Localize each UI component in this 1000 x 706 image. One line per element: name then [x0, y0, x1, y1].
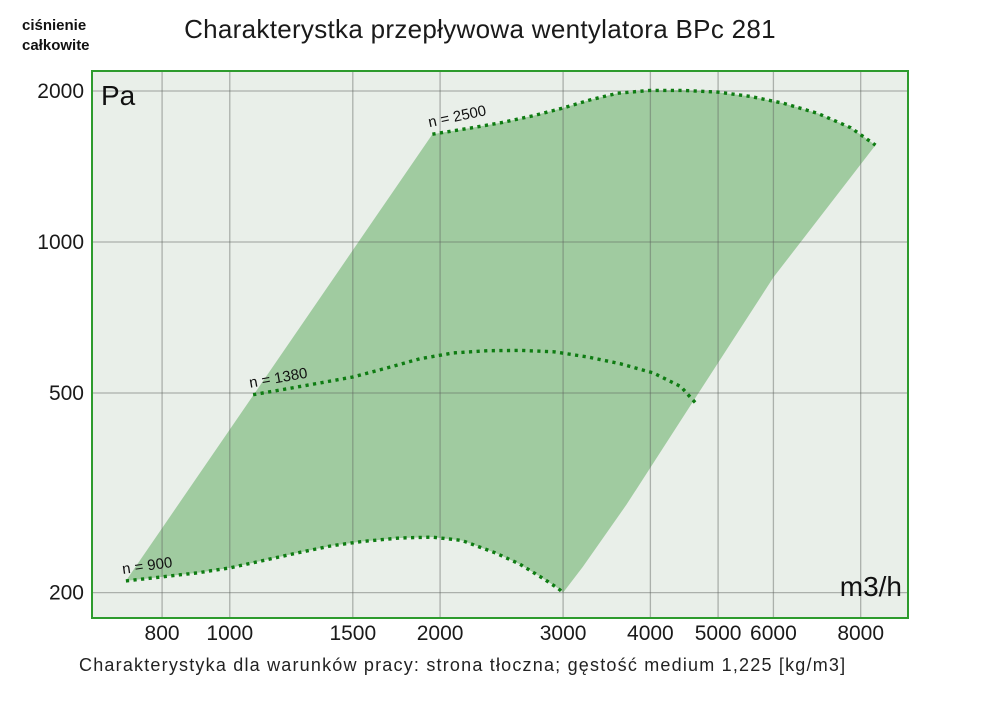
y-tick-label: 500 [49, 382, 84, 405]
page-title: Charakterystka przepływowa wentylatora B… [184, 14, 776, 44]
x-tick-label: 800 [145, 622, 180, 645]
x-tick-label: 1000 [206, 622, 253, 645]
speed-curve-n2500 [432, 88, 877, 147]
y-unit-label: Pa [101, 80, 136, 111]
x-tick-label: 6000 [750, 622, 797, 645]
chart-caption: Charakterystyka dla warunków pracy: stro… [79, 655, 847, 675]
operating-region [125, 90, 876, 593]
y-axis-title: ciśnienie całkowite [22, 16, 90, 56]
y-axis-title-line2: całkowite [22, 37, 90, 54]
x-unit-label: m3/h [839, 571, 902, 602]
y-tick-label: 200 [49, 582, 84, 605]
x-tick-label: 1500 [329, 622, 376, 645]
y-tick-label: 2000 [37, 80, 84, 103]
speed-curve-n1380 [252, 348, 697, 404]
x-tick-label: 3000 [540, 622, 587, 645]
x-tick-label: 8000 [837, 622, 884, 645]
x-tick-label: 4000 [627, 622, 674, 645]
x-tick-label: 2000 [417, 622, 464, 645]
speed-curve-n900 [125, 535, 565, 594]
curve-label-n900: n = 900 [121, 554, 173, 578]
y-axis-title-line1: ciśnienie [22, 17, 87, 34]
plot-border [91, 70, 909, 619]
x-tick-label: 5000 [695, 622, 742, 645]
y-tick-label: 1000 [37, 231, 84, 254]
